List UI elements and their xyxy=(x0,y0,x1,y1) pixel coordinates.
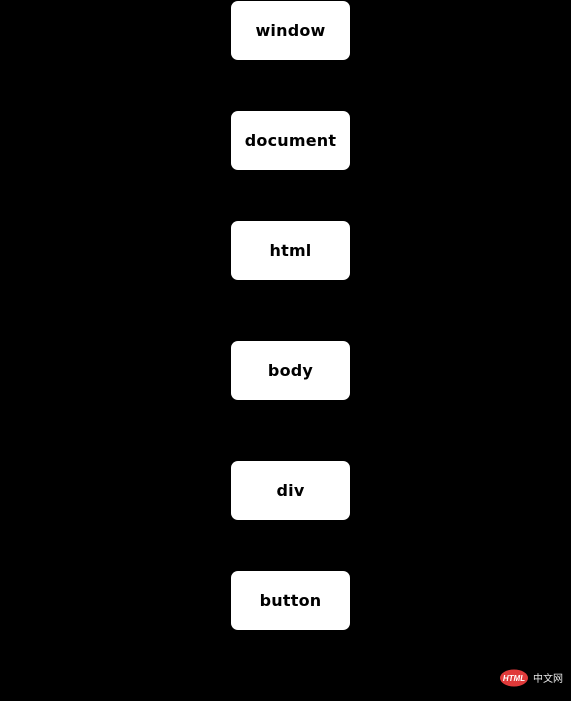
watermark-site-text: 中文网 xyxy=(533,672,563,685)
node-div: div xyxy=(231,461,350,520)
node-document: document xyxy=(231,111,350,170)
node-button: button xyxy=(231,571,350,630)
node-label-button: button xyxy=(259,591,322,610)
node-label-document: document xyxy=(244,131,337,150)
node-label-body: body xyxy=(267,361,314,380)
site-watermark: HTML 中文网 xyxy=(500,668,568,688)
watermark-badge-text: HTML xyxy=(503,674,525,683)
node-body: body xyxy=(231,341,350,400)
node-label-html: html xyxy=(269,241,312,260)
node-label-div: div xyxy=(276,481,305,500)
node-window: window xyxy=(231,1,350,60)
watermark-logo-icon: HTML 中文网 xyxy=(500,669,563,687)
node-html: html xyxy=(231,221,350,280)
node-label-window: window xyxy=(255,21,326,40)
